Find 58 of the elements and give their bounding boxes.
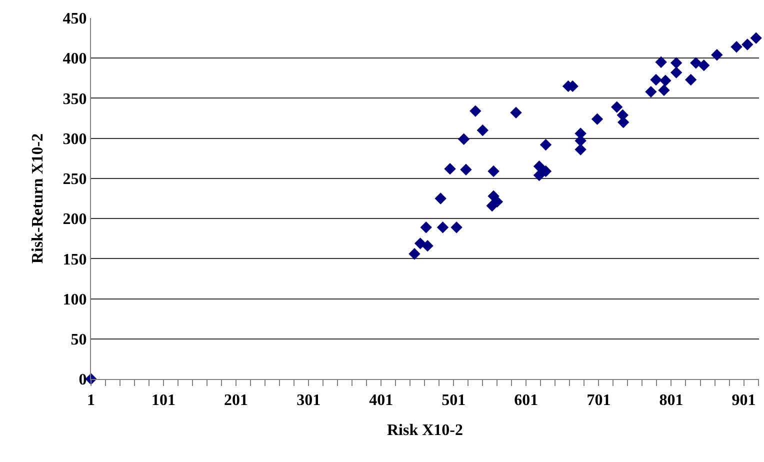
point (436, 222, 449, 234)
point (533, 160, 546, 172)
point (750, 32, 762, 44)
point (650, 74, 662, 86)
y-tick-label: 300 (62, 130, 87, 148)
point (670, 57, 682, 69)
y-tick-label: 350 (62, 90, 87, 108)
point (434, 192, 446, 204)
point (610, 101, 623, 113)
point (591, 113, 604, 125)
y-tick-label: 200 (62, 211, 87, 228)
x-tick-label: 101 (152, 392, 176, 410)
x-tick-label: 901 (732, 392, 756, 410)
point (420, 222, 432, 234)
y-axis-title: Risk-Return X10-2 (30, 133, 47, 264)
point (476, 124, 489, 136)
x-axis-title: Risk X10-2 (386, 422, 464, 439)
y-tick-label: 100 (62, 291, 87, 308)
point (422, 240, 434, 252)
point (510, 106, 522, 119)
point (690, 57, 702, 69)
point (574, 144, 586, 156)
point (711, 49, 723, 61)
point (488, 190, 500, 202)
y-tick-label: 50 (70, 331, 87, 348)
point (684, 74, 697, 86)
point (488, 165, 500, 178)
y-tick-label: 0 (78, 372, 87, 389)
x-tick-label: 201 (224, 392, 248, 410)
point (533, 169, 546, 182)
point (408, 248, 420, 260)
point (470, 105, 482, 117)
x-tick-label: 501 (442, 392, 466, 410)
x-tick-label: 701 (586, 392, 611, 410)
x-tick-label: 1 (87, 392, 95, 410)
point (698, 59, 710, 72)
y-tick-label: 400 (62, 50, 87, 68)
point (645, 86, 657, 98)
point (450, 222, 462, 234)
point (458, 133, 470, 145)
point (540, 165, 552, 178)
point (660, 74, 672, 86)
x-tick-label: 401 (369, 392, 394, 410)
x-tick-label: 601 (514, 392, 538, 410)
point (670, 66, 682, 78)
x-tick-label: 801 (659, 392, 684, 410)
point (655, 56, 667, 68)
point (460, 164, 472, 176)
point (414, 238, 426, 250)
y-tick-label: 250 (62, 171, 87, 188)
y-tick-label: 450 (62, 10, 87, 28)
point (540, 138, 552, 151)
point (658, 84, 670, 96)
point (742, 38, 754, 50)
y-tick-label: 150 (62, 251, 87, 268)
point (730, 41, 742, 53)
point (444, 162, 456, 175)
x-tick-label: 301 (296, 392, 321, 410)
